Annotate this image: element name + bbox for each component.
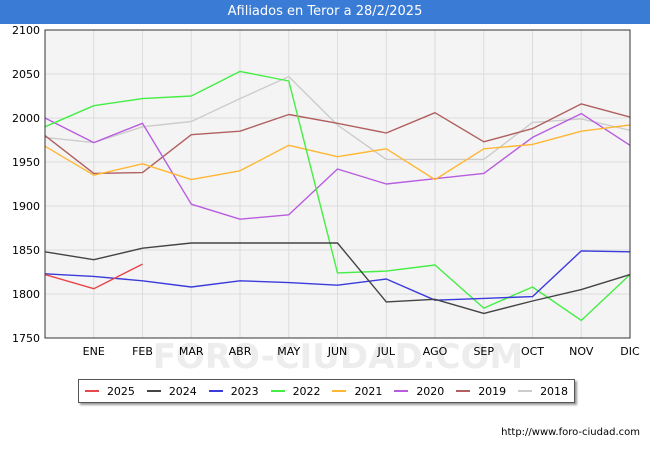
x-tick-label: ABR [229,345,252,358]
legend-swatch [208,390,223,392]
series-line-2018 [44,75,631,161]
legend-swatch [332,390,347,392]
x-tick-label: JUL [377,345,396,358]
legend-item-2020: 2020 [394,385,444,398]
legend-label: 2020 [416,384,445,398]
legend-label: 2024 [168,384,197,398]
x-tick-label: JUN [327,345,348,358]
series-line-2024 [44,242,631,315]
series-line-2020 [44,112,631,220]
y-tick-label: 1850 [12,244,40,257]
series-line-2021 [44,124,631,181]
line-chart: FORO-CIUDAD.COM 1750 1800 1850 1900 1950 2000… [12,24,640,375]
legend-swatch [456,390,471,392]
x-tick-label: NOV [569,345,594,358]
legend: 2025 2024 2023 2022 2021 2020 2019 2018 [78,379,575,403]
series-line-2025 [44,263,143,290]
series-line-2019 [44,103,631,175]
legend-label: 2023 [230,384,259,398]
legend-item-2019: 2019 [456,385,506,398]
legend-item-2023: 2023 [208,384,259,398]
series-line-2022 [44,70,631,322]
legend-item-2022: 2022 [270,384,321,398]
legend-swatch [270,390,285,392]
y-tick-label: 1750 [12,332,40,345]
x-tick-label: OCT [521,345,544,358]
x-tick-label: FEB [132,345,153,358]
legend-swatch [146,390,161,392]
x-tick-label: DIC [620,345,640,358]
y-tick-label: 2000 [12,112,40,125]
legend-item-2024: 2024 [146,384,197,398]
legend-item-2021: 2021 [332,385,382,398]
chart-title: Afiliados en Teror a 28/2/2025 [0,0,650,24]
x-tick-label: SEP [473,345,494,358]
y-tick-label: 1900 [12,200,40,213]
legend-swatch [518,390,533,392]
legend-label: 2025 [106,384,135,398]
x-tick-label: MAY [277,345,300,358]
grid-lines [45,29,630,339]
legend-label: 2018 [540,384,569,398]
legend-label: 2022 [292,384,321,398]
x-axis-ticks: ENE FEB MAR ABR MAY JUN JUL AGO SEP OCT NOV DIC [83,345,640,358]
y-axis-ticks: 1750 1800 1850 1900 1950 2000 2050 2100 [12,24,40,345]
legend-label: 2021 [354,384,383,398]
x-tick-label: AGO [423,345,448,358]
legend-label: 2019 [478,384,507,398]
x-tick-label: MAR [179,345,204,358]
plot-border [44,29,631,339]
footer-url: http://www.foro-ciudad.com [501,427,640,438]
series-layer [44,70,631,322]
legend-item-2025: 2025 [84,384,135,398]
legend-swatch [394,390,409,392]
legend-swatch [84,390,99,392]
x-tick-label: ENE [83,345,105,358]
y-tick-label: 2100 [12,24,40,37]
y-tick-label: 1950 [12,156,40,169]
y-tick-label: 1800 [12,288,40,301]
legend-item-2018: 2018 [518,385,568,398]
y-tick-label: 2050 [12,68,40,81]
series-line-2023 [44,250,631,301]
watermark: FORO-CIUDAD.COM [153,337,524,375]
